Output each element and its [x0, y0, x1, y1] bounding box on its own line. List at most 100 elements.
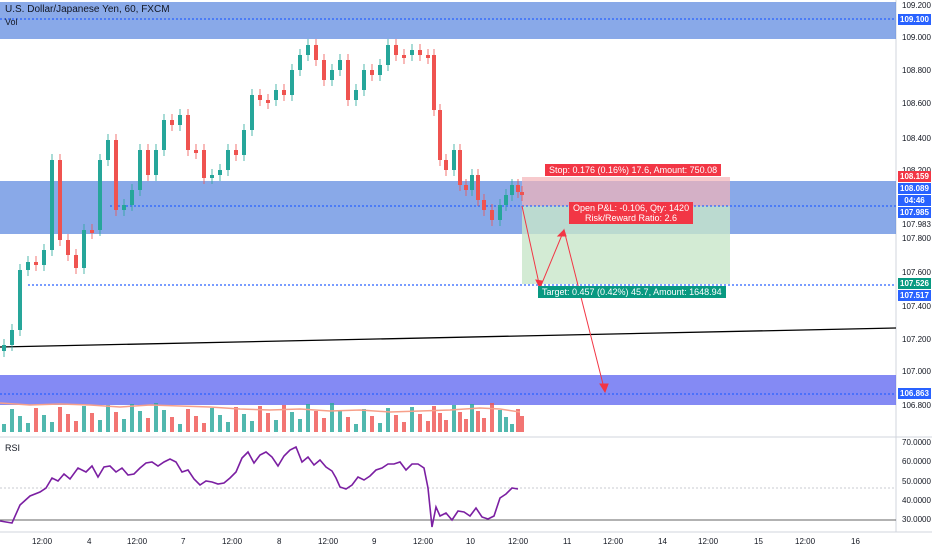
volume-ma-line [0, 402, 521, 413]
candle [2, 345, 6, 351]
resistance-zone [0, 2, 896, 39]
candle [34, 262, 38, 265]
candle [282, 90, 286, 95]
candle [130, 190, 134, 205]
trend-line[interactable] [0, 327, 897, 348]
volume-bar [470, 404, 474, 432]
price-axis-label: 107.400 [902, 302, 931, 311]
time-axis-label: 12:00 [603, 537, 624, 546]
stop-zone[interactable] [522, 177, 730, 206]
price-axis-label: 108.800 [902, 66, 931, 75]
risk-reward-text: Risk/Reward Ratio: 2.6 [585, 213, 678, 223]
volume-bar [226, 422, 230, 432]
candle [520, 192, 524, 195]
candle [98, 160, 102, 230]
time-axis-label: 12:00 [222, 537, 243, 546]
volume-bar [274, 420, 278, 432]
volume-bar [58, 407, 62, 432]
volume-bar [66, 414, 70, 432]
candle [66, 240, 70, 255]
candle [346, 60, 350, 100]
volume-bar [378, 423, 382, 432]
candle [504, 195, 508, 205]
volume-bar [490, 403, 494, 432]
price-tag-resistance: 109.100 [898, 14, 931, 25]
price-axis-label: 109.200 [902, 1, 931, 10]
volume-bar [34, 408, 38, 432]
candle [298, 55, 302, 70]
stop-label[interactable]: Stop: 0.176 (0.16%) 17.6, Amount: 750.08 [545, 164, 722, 176]
open-pnl-label[interactable]: Open P&L: -0.106, Qty: 1420 Risk/Reward … [569, 202, 694, 224]
time-axis-label: 12:00 [318, 537, 339, 546]
volume-bar [432, 406, 436, 432]
volume-bar [10, 409, 14, 432]
candle [82, 230, 86, 268]
volume-bar [464, 419, 468, 432]
volume-bar [298, 419, 302, 432]
volume-label: Vol [5, 17, 18, 27]
candle [258, 95, 262, 100]
time-axis-label: 11 [563, 537, 572, 546]
candle [106, 140, 110, 160]
volume-bar [138, 411, 142, 432]
volume-bar [426, 421, 430, 432]
rsi-axis-label: 50.0000 [902, 477, 931, 486]
volume-bar [282, 405, 286, 432]
volume-bar [504, 417, 508, 432]
candle [18, 270, 22, 330]
volume-bar [186, 409, 190, 432]
rsi-axis-label: 70.0000 [902, 438, 931, 447]
volume-bar [130, 404, 134, 432]
price-axis-label: 108.200 [902, 166, 931, 175]
candle [362, 70, 366, 90]
open-pnl-text: Open P&L: -0.106, Qty: 1420 [573, 203, 690, 213]
price-axis-label: 108.400 [902, 134, 931, 143]
candle [464, 185, 468, 190]
candle [154, 150, 158, 175]
volume-bar [444, 420, 448, 432]
volume-bar [306, 404, 310, 432]
candle [498, 205, 502, 220]
rsi-axis-label: 30.0000 [902, 515, 931, 524]
volume-bar [210, 408, 214, 432]
volume-bar [458, 412, 462, 432]
candle [482, 200, 486, 210]
projection-arrows [521, 205, 609, 394]
candle [516, 185, 520, 192]
rsi-line [0, 445, 519, 528]
time-axis-label: 16 [851, 537, 860, 546]
volume-bars [2, 403, 524, 432]
rsi-label: RSI [5, 443, 21, 453]
target-label[interactable]: Target: 0.457 (0.42%) 45.7, Amount: 1648… [538, 286, 726, 298]
volume-bar [476, 411, 480, 432]
candle [114, 140, 118, 210]
price-axis-label: 109.000 [902, 33, 931, 42]
volume-bar [18, 416, 22, 432]
price-axis-label: 106.800 [902, 401, 931, 410]
support-zone [0, 375, 896, 405]
candle [370, 70, 374, 75]
volume-bar [394, 415, 398, 432]
volume-bar [290, 412, 294, 432]
candle [452, 150, 456, 170]
volume-bar [106, 405, 110, 432]
volume-bar [418, 414, 422, 432]
volume-bar [170, 417, 174, 432]
candle [330, 70, 334, 80]
price-axis-label: 107.800 [902, 234, 931, 243]
volume-bar [370, 416, 374, 432]
candle [250, 95, 254, 130]
volume-bar [146, 418, 150, 432]
candle [394, 45, 398, 55]
time-axis-label: 12:00 [127, 537, 148, 546]
volume-bar [154, 403, 158, 432]
candle [210, 175, 214, 178]
candle [306, 45, 310, 55]
price-tag-current: 108.089 [898, 183, 931, 194]
volume-bar [50, 422, 54, 432]
candle [186, 115, 190, 150]
time-axis-label: 8 [277, 537, 282, 546]
volume-bar [314, 411, 318, 432]
